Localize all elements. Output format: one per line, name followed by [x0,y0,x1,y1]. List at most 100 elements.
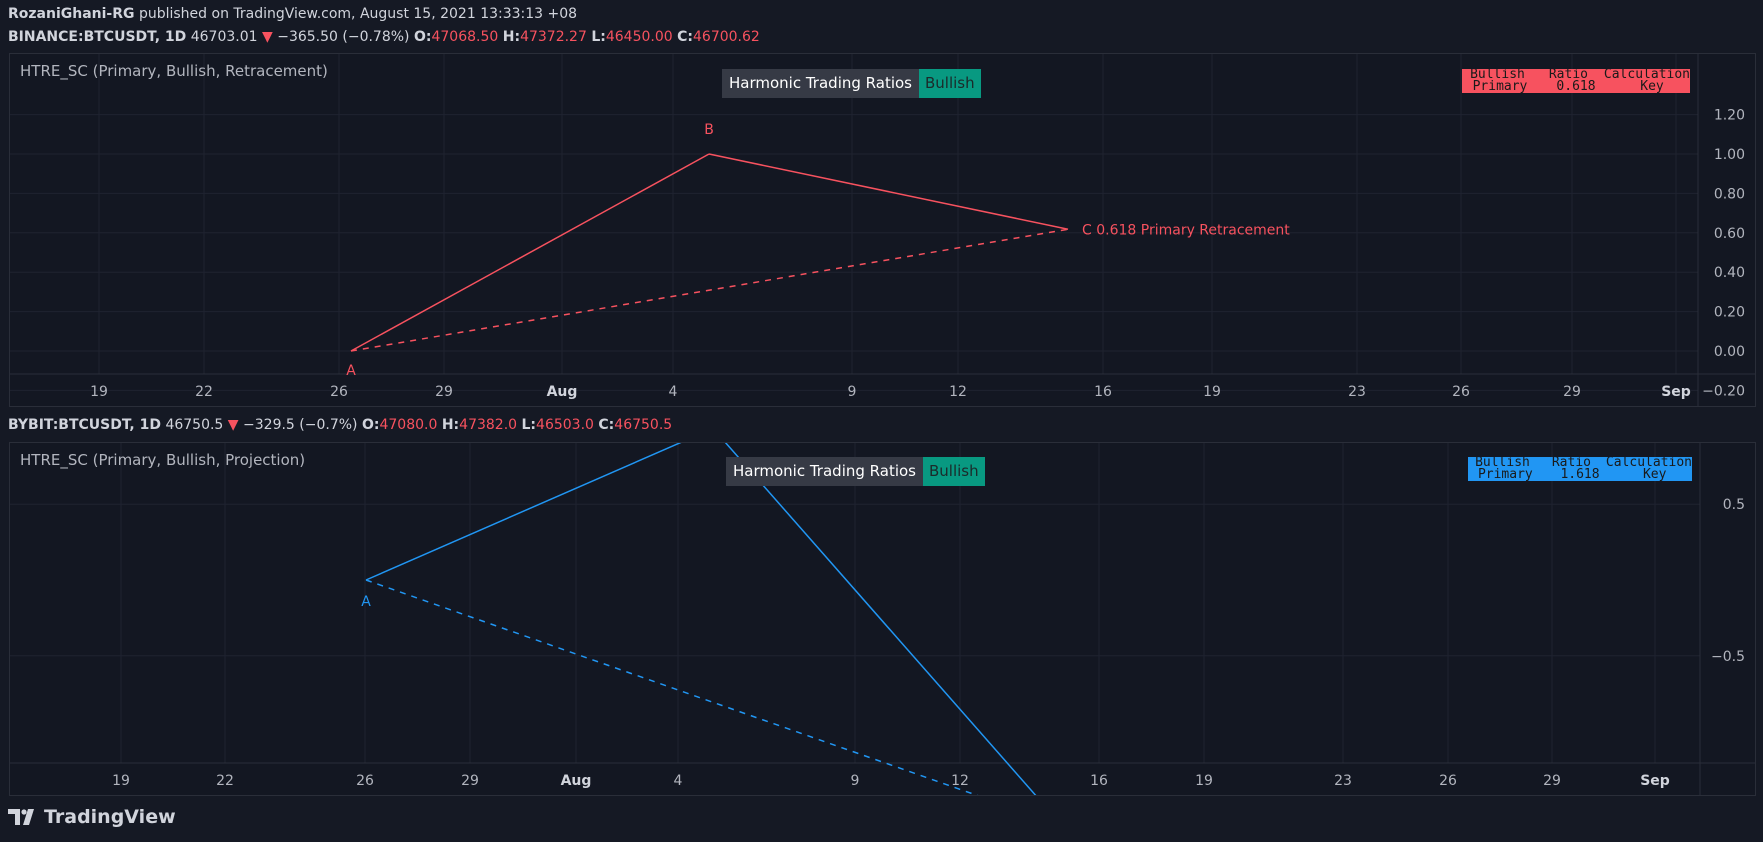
ratio-key-table: Bullish Ratio Calculation Primary 0.618 … [1462,69,1690,93]
open-value: 47068.50 [431,29,499,45]
low-label: L: [521,417,537,433]
high-value: 47372.27 [520,29,587,45]
leg-bc-line [724,443,1037,795]
x-tick-label: 26 [1439,773,1457,789]
last-price: 46703.01 [190,29,258,45]
htr-label: Harmonic Trading Ratios Bullish [722,69,981,98]
chart-panel-projection[interactable]: 1.50.5−0.5−1.519222629Aug49121619232629S… [9,442,1756,796]
htr-label: Harmonic Trading Ratios Bullish [726,457,985,486]
symbol-line-2: BYBIT:BTCUSDT, 1D 46750.5 ▼ −329.5 (−0.7… [8,417,672,433]
x-tick-label: 23 [1348,384,1366,400]
point-c-annotation: C 0.618 Primary Retracement [1082,222,1290,238]
x-tick-label: 19 [112,773,130,789]
chart-svg-projection: 1.50.5−0.5−1.519222629Aug49121619232629S… [10,443,1755,795]
point-a-label: A [361,594,371,610]
x-tick-label: 26 [330,384,348,400]
down-arrow-icon: ▼ [261,29,273,45]
symbol-name[interactable]: BYBIT:BTCUSDT, 1D [8,417,161,433]
x-tick-label: 16 [1094,384,1112,400]
x-tick-label: 4 [674,773,683,789]
x-tick-label: 26 [1452,384,1470,400]
key-cell: Calculation [1605,457,1692,470]
key-cell: Primary [1472,79,1528,93]
key-cell: Key [1642,467,1667,481]
x-tick-label: 12 [951,773,969,789]
leg-ab-line [350,153,710,352]
publish-text: published on TradingView.com, August 15,… [134,6,578,22]
y-tick-label: 1.20 [1714,108,1745,124]
author-name[interactable]: RozaniGhani-RG [8,6,135,22]
chart-panel-retracement[interactable]: 1.20 1.00 0.80 0.60 0.40 0.20 0.00 −0.20 19 22 26 2… [9,53,1756,407]
low-label: L: [591,29,606,45]
key-cell: Bullish [1470,69,1525,82]
y-tick-label: 0.40 [1714,265,1745,281]
high-label: H: [502,29,521,45]
y-tick-label: 0.60 [1714,226,1745,242]
y-tick-label: 0.20 [1714,305,1745,321]
x-tick-label: Sep [1661,384,1691,400]
point-a-label: A [346,363,356,379]
x-tick-label: 4 [669,384,678,400]
key-cell: Bullish [1475,457,1530,470]
x-tick-label: 29 [1563,384,1581,400]
key-cell: Ratio [1551,457,1591,470]
x-tick-label: 26 [356,773,374,789]
y-tick-label: 0.80 [1714,186,1745,202]
x-tick-label: 29 [435,384,453,400]
ratio-key-table: Bullish Ratio Calculation Primary 1.618 … [1468,457,1692,481]
x-tick-label: Sep [1640,773,1670,789]
symbol-name[interactable]: BINANCE:BTCUSDT, 1D [8,29,187,45]
key-cell: Calculation [1603,69,1690,82]
key-header-row: Bullish Ratio Calculation [1468,457,1692,469]
open-label: O: [413,29,432,45]
key-cell: Primary [1477,467,1533,481]
x-tick-label: 9 [848,384,857,400]
low-value: 46450.00 [605,29,673,45]
leg-ab-line [365,443,682,581]
close-label: C: [677,29,693,45]
htr-title: Harmonic Trading Ratios [726,457,923,486]
x-tick-label: 29 [1543,773,1561,789]
low-value: 46503.0 [536,417,594,433]
x-tick-label: 22 [216,773,234,789]
last-price: 46750.5 [165,417,224,433]
indicator-title[interactable]: HTRE_SC (Primary, Bullish, Projection) [20,451,306,469]
price-change: −365.50 (−0.78%) [277,29,410,45]
brand-name: TradingView [44,806,176,828]
x-tick-label: 19 [90,384,108,400]
leg-ac-dashed-line [350,228,1069,352]
key-cell: Key [1640,79,1664,93]
leg-bc-line [708,153,1069,230]
y-tick-label: 0.5 [1723,497,1745,513]
tradingview-footer[interactable]: TradingView [8,806,176,828]
x-tick-label: 19 [1195,773,1213,789]
close-label: C: [598,417,615,433]
x-tick-label: 23 [1334,773,1352,789]
key-value-row: Primary 1.618 Key [1468,467,1692,481]
price-change: −329.5 (−0.7%) [243,417,358,433]
symbol-line-1: BINANCE:BTCUSDT, 1D 46703.01 ▼ −365.50 (… [8,29,760,45]
high-label: H: [441,417,460,433]
down-arrow-icon: ▼ [227,417,239,433]
x-tick-label: 29 [461,773,479,789]
key-cell: Ratio [1548,69,1588,82]
x-tick-label: 22 [195,384,213,400]
key-header-row: Bullish Ratio Calculation [1462,69,1690,81]
key-cell: 1.618 [1560,467,1600,481]
tradingview-logo-icon [8,809,34,825]
htr-title: Harmonic Trading Ratios [722,69,919,98]
close-value: 46750.5 [614,417,673,433]
publish-info: RozaniGhani-RG published on TradingView.… [8,6,577,22]
x-tick-label: 16 [1090,773,1108,789]
y-tick-label: 1.00 [1714,147,1745,163]
y-tick-label: −0.5 [1711,649,1745,665]
key-value-row: Primary 0.618 Key [1462,79,1690,93]
x-tick-label: Aug [547,384,578,400]
x-tick-label: 19 [1203,384,1221,400]
htr-badge: Bullish [918,69,981,98]
indicator-title[interactable]: HTRE_SC (Primary, Bullish, Retracement) [20,62,328,80]
y-tick-label: −0.20 [1702,383,1745,399]
close-value: 46700.62 [693,29,760,45]
chart-svg-retracement: 1.20 1.00 0.80 0.60 0.40 0.20 0.00 −0.20 19 22 26 2… [10,54,1755,406]
x-tick-label: 12 [949,384,967,400]
